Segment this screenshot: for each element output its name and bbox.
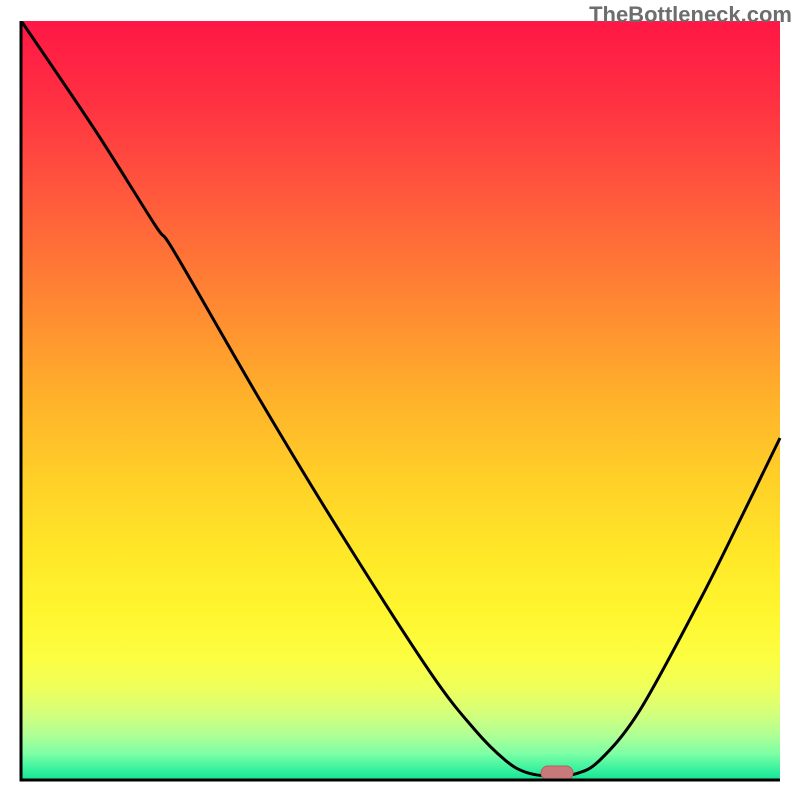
chart-container: { "watermark": { "text": "TheBottleneck.… — [0, 0, 800, 800]
bottleneck-chart — [0, 0, 800, 800]
optimal-point-marker — [541, 766, 573, 780]
watermark-text: TheBottleneck.com — [589, 2, 792, 28]
